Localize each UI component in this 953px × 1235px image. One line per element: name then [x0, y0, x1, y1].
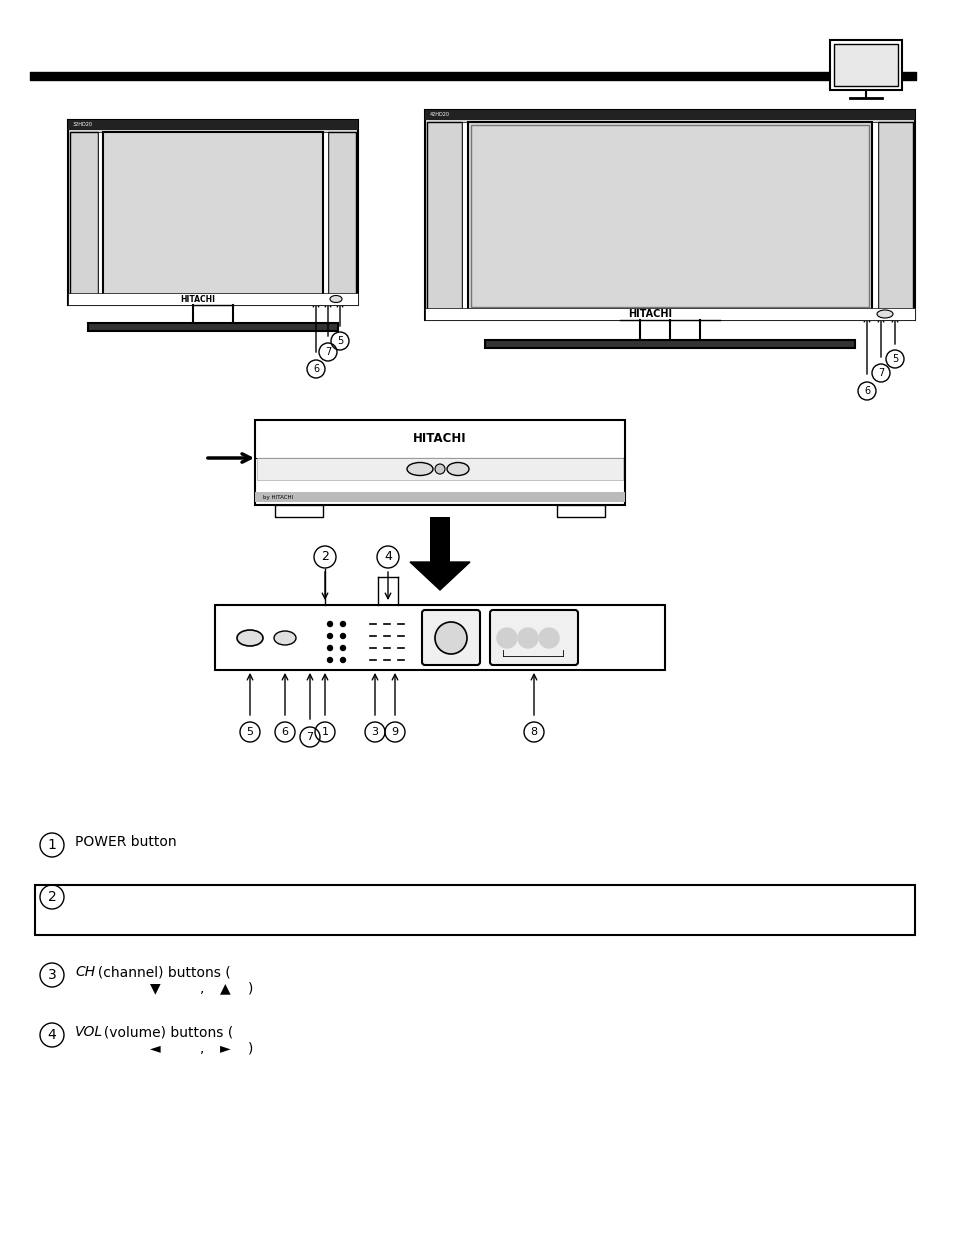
FancyBboxPatch shape — [468, 122, 871, 310]
FancyBboxPatch shape — [471, 125, 868, 308]
FancyBboxPatch shape — [557, 505, 604, 517]
FancyBboxPatch shape — [430, 517, 450, 562]
Text: ▼: ▼ — [150, 981, 160, 995]
Text: 7: 7 — [877, 368, 883, 378]
Text: POWER indicator: POWER indicator — [75, 887, 192, 902]
Text: HITACHI: HITACHI — [180, 294, 215, 304]
Text: ▲: ▲ — [220, 981, 231, 995]
FancyBboxPatch shape — [98, 132, 103, 295]
FancyBboxPatch shape — [421, 610, 479, 664]
Text: 32HD20: 32HD20 — [73, 122, 92, 127]
Ellipse shape — [274, 631, 295, 645]
Text: by HITACHI: by HITACHI — [263, 494, 293, 499]
FancyBboxPatch shape — [103, 132, 323, 295]
FancyBboxPatch shape — [871, 122, 877, 310]
FancyBboxPatch shape — [35, 885, 914, 935]
Text: POWER button: POWER button — [75, 835, 176, 848]
FancyBboxPatch shape — [424, 110, 914, 120]
Text: ): ) — [248, 981, 253, 995]
Circle shape — [340, 621, 345, 626]
FancyBboxPatch shape — [490, 610, 578, 664]
Text: 5: 5 — [891, 354, 897, 364]
FancyBboxPatch shape — [424, 308, 914, 320]
Ellipse shape — [876, 310, 892, 317]
Circle shape — [327, 621, 333, 626]
FancyBboxPatch shape — [829, 40, 901, 90]
FancyBboxPatch shape — [274, 505, 323, 517]
Circle shape — [435, 464, 444, 474]
FancyBboxPatch shape — [68, 120, 357, 130]
Text: 6: 6 — [863, 387, 869, 396]
FancyBboxPatch shape — [877, 122, 912, 310]
Text: 2: 2 — [321, 551, 329, 563]
Text: 5: 5 — [246, 727, 253, 737]
Text: 4: 4 — [48, 1028, 56, 1042]
FancyBboxPatch shape — [214, 605, 664, 671]
Text: CH: CH — [75, 965, 95, 979]
Circle shape — [327, 646, 333, 651]
Text: ,: , — [200, 981, 204, 995]
Text: 7: 7 — [325, 347, 331, 357]
Ellipse shape — [447, 462, 469, 475]
Text: 5: 5 — [336, 336, 343, 346]
FancyBboxPatch shape — [70, 132, 98, 295]
Circle shape — [327, 634, 333, 638]
FancyBboxPatch shape — [833, 44, 897, 86]
FancyBboxPatch shape — [254, 492, 624, 501]
Circle shape — [327, 657, 333, 662]
FancyBboxPatch shape — [254, 420, 624, 505]
Text: (channel) buttons (: (channel) buttons ( — [89, 965, 231, 979]
Text: ◄: ◄ — [150, 1041, 160, 1055]
Text: 8: 8 — [530, 727, 537, 737]
Text: 7: 7 — [306, 732, 314, 742]
Text: 4: 4 — [384, 551, 392, 563]
Ellipse shape — [407, 462, 433, 475]
FancyBboxPatch shape — [323, 132, 328, 295]
Text: 42HD20: 42HD20 — [430, 112, 450, 117]
Circle shape — [340, 646, 345, 651]
Text: 3: 3 — [371, 727, 378, 737]
Text: HITACHI: HITACHI — [627, 309, 671, 319]
Text: ►: ► — [220, 1041, 231, 1055]
Circle shape — [517, 629, 537, 648]
Circle shape — [340, 634, 345, 638]
Text: 2: 2 — [48, 890, 56, 904]
Text: 1: 1 — [321, 727, 328, 737]
Text: ,: , — [200, 1041, 204, 1055]
FancyBboxPatch shape — [427, 122, 461, 310]
FancyBboxPatch shape — [461, 122, 468, 310]
FancyBboxPatch shape — [328, 132, 355, 295]
Text: 3: 3 — [48, 968, 56, 982]
FancyBboxPatch shape — [68, 293, 357, 305]
FancyBboxPatch shape — [424, 110, 914, 320]
Ellipse shape — [330, 295, 341, 303]
Text: 6: 6 — [313, 364, 318, 374]
Circle shape — [340, 657, 345, 662]
FancyBboxPatch shape — [88, 324, 337, 331]
Text: 1: 1 — [48, 839, 56, 852]
Polygon shape — [410, 562, 470, 590]
Text: 6: 6 — [281, 727, 288, 737]
Ellipse shape — [236, 630, 263, 646]
Text: ): ) — [248, 1041, 253, 1055]
Circle shape — [538, 629, 558, 648]
Text: HITACHI: HITACHI — [413, 431, 466, 445]
Text: VOL: VOL — [75, 1025, 103, 1039]
Circle shape — [497, 629, 517, 648]
Text: (volume) buttons (: (volume) buttons ( — [95, 1025, 233, 1039]
FancyBboxPatch shape — [68, 120, 357, 305]
Text: 9: 9 — [391, 727, 398, 737]
FancyBboxPatch shape — [256, 458, 622, 480]
FancyBboxPatch shape — [484, 340, 854, 348]
Circle shape — [435, 622, 467, 655]
